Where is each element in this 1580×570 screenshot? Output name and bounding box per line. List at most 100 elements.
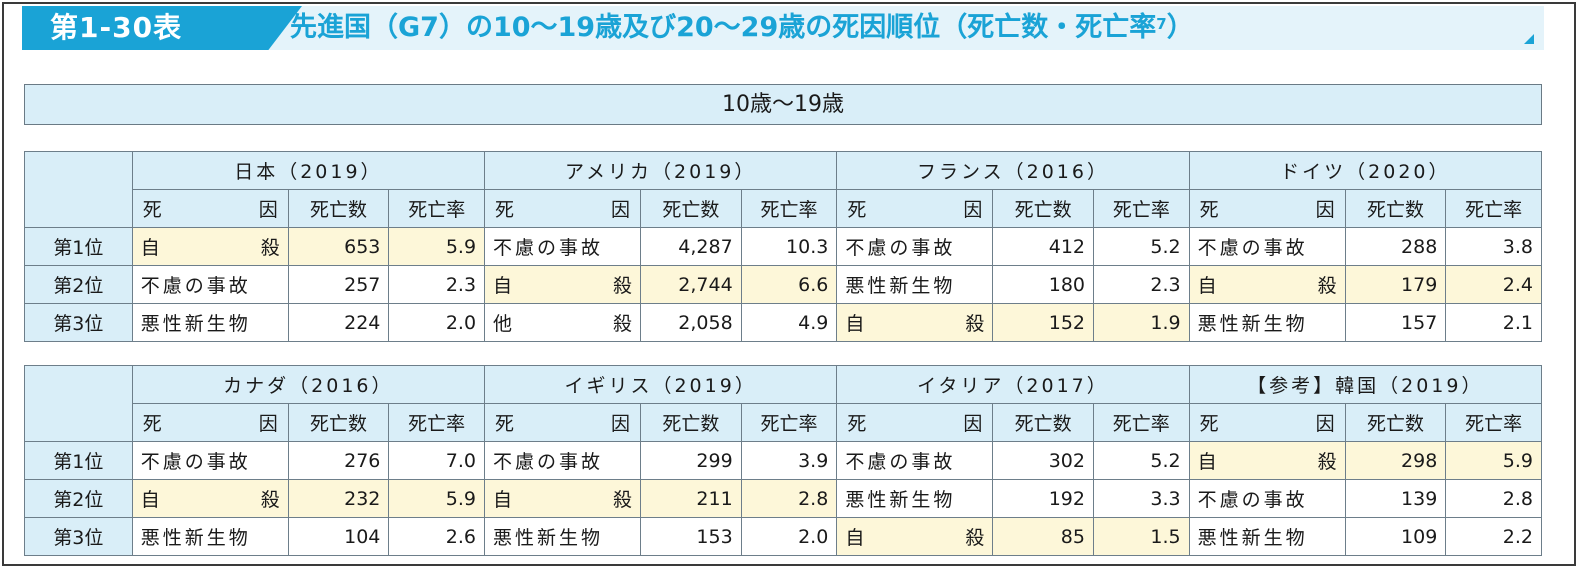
country-header: カナダ（2016） (131, 365, 486, 404)
country-header: イタリア（2017） (836, 365, 1190, 404)
deaths-cell: 224 (287, 303, 390, 342)
deaths-cell: 298 (1344, 441, 1447, 480)
rate-cell: 5.2 (1092, 441, 1190, 480)
rate-cell: 5.9 (1445, 441, 1542, 480)
cause-cell: 自殺 (836, 303, 994, 342)
rate-column-header: 死亡率 (388, 189, 486, 228)
rate-cell: 3.9 (740, 441, 838, 480)
deaths-cell: 653 (287, 227, 390, 266)
deaths-cell: 2,744 (640, 265, 742, 304)
rate-cell: 2.3 (1093, 265, 1190, 304)
table-number-badge: 第1-30表 (22, 6, 302, 50)
cause-label-part: 死 (1199, 413, 1219, 435)
corner-mark-icon (1524, 34, 1534, 44)
deaths-column-header: 死亡数 (1344, 189, 1447, 228)
deaths-column-header: 死亡数 (287, 403, 390, 442)
rank-label: 第1位 (24, 441, 133, 480)
rate-cell: 2.0 (388, 303, 486, 342)
cause-label-part: 因 (611, 199, 631, 221)
rate-column-header: 死亡率 (740, 189, 838, 228)
cause-cell: 不慮の事故 (1188, 227, 1346, 266)
deaths-cell: 2,058 (640, 303, 742, 342)
table-title: 先進国（G7）の10～19歳及び20～29歳の死因順位（死亡数・死亡率7） (290, 6, 1194, 50)
table-row: 第2位 不慮の事故 257 2.3 自殺 2,744 6.6 悪性新生物 180 2.3 自殺 179… (24, 265, 1542, 304)
cause-cell: 自殺 (131, 479, 289, 518)
cause-cell: 不慮の事故 (131, 265, 289, 304)
deaths-cell: 257 (287, 265, 390, 304)
table-title-end: ） (1166, 12, 1194, 43)
table-number: 第1-30表 (50, 11, 183, 44)
cause-column-header: 死因 (1188, 189, 1346, 228)
deaths-column-header: 死亡数 (992, 403, 1094, 442)
deaths-cell: 232 (287, 479, 390, 518)
cause-cell: 悪性新生物 (836, 479, 994, 518)
rate-cell: 6.6 (740, 265, 838, 304)
cause-label-part: 因 (1315, 413, 1335, 435)
deaths-cell: 192 (992, 479, 1094, 518)
cause-label-part: 死 (142, 413, 162, 435)
rate-cell: 3.3 (1092, 479, 1190, 518)
deaths-cell: 211 (640, 479, 742, 518)
death-cause-table-group1: 日本（2019） アメリカ（2019） フランス（2016） ドイツ（2020）死因死… (24, 151, 1543, 342)
deaths-cell: 412 (992, 227, 1094, 266)
cause-label-part: 因 (1315, 199, 1335, 221)
table-header: 第1-30表 先進国（G7）の10～19歳及び20～29歳の死因順位（死亡数・死… (22, 6, 1544, 50)
deaths-cell: 302 (992, 441, 1094, 480)
rate-column-header: 死亡率 (1093, 189, 1190, 228)
cause-label-part: 死 (847, 199, 867, 221)
cause-cell: 自殺 (1188, 265, 1346, 304)
cause-label-part: 因 (963, 413, 983, 435)
rate-column-header: 死亡率 (1445, 189, 1542, 228)
cause-cell: 不慮の事故 (131, 441, 289, 480)
cause-label-part: 因 (963, 199, 983, 221)
deaths-column-header: 死亡数 (640, 189, 742, 228)
rate-cell: 10.3 (740, 227, 838, 266)
cause-cell: 悪性新生物 (836, 265, 994, 304)
rate-cell: 5.9 (388, 479, 485, 518)
footnote-ref: 7 (1156, 15, 1167, 33)
rank-label: 第1位 (24, 227, 133, 266)
table-row: 第3位 悪性新生物 104 2.6 悪性新生物 153 2.0 自殺 85 1.5 悪性新生物 109… (24, 517, 1542, 556)
cause-cell: 悪性新生物 (131, 303, 289, 342)
cause-label-part: 因 (258, 413, 278, 435)
cause-column-header: 死因 (484, 189, 642, 228)
cause-cell: 不慮の事故 (1188, 479, 1346, 518)
rate-cell: 1.5 (1092, 517, 1190, 556)
deaths-column-header: 死亡数 (287, 189, 390, 228)
country-header: 【参考】韓国（2019） (1188, 365, 1543, 404)
rate-cell: 2.4 (1445, 265, 1542, 304)
cause-cell: 自殺 (484, 265, 642, 304)
cause-cell: 自殺 (1188, 441, 1346, 480)
table-title-text: 先進国（G7）の10～19歳及び20～29歳の死因順位（死亡数・死亡率 (290, 12, 1157, 43)
cause-cell: 他殺 (484, 303, 642, 342)
rate-cell: 5.9 (388, 227, 486, 266)
cause-column-header: 死因 (836, 189, 994, 228)
rate-column-header: 死亡率 (1092, 403, 1190, 442)
country-header: フランス（2016） (836, 151, 1190, 190)
table-row: 第2位自殺 232 5.9 自殺 211 2.8 悪性新生物 192 3.3 不慮の事故 139 2.… (24, 479, 1542, 518)
cause-cell: 不慮の事故 (484, 227, 642, 266)
age-band-label: 10歳～19歳 (24, 84, 1542, 125)
deaths-cell: 152 (992, 303, 1094, 342)
cause-cell: 悪性新生物 (1188, 303, 1346, 342)
cause-cell: 不慮の事故 (836, 227, 994, 266)
rate-cell: 2.6 (388, 517, 485, 556)
cause-cell: 不慮の事故 (836, 441, 994, 480)
deaths-column-header: 死亡数 (992, 189, 1094, 228)
cause-cell: 自殺 (836, 517, 994, 556)
rank-header-cell (24, 365, 133, 442)
cause-column-header: 死因 (131, 189, 289, 228)
rate-cell: 7.0 (388, 441, 485, 480)
deaths-cell: 157 (1344, 303, 1447, 342)
table-row: 第3位 悪性新生物 224 2.0 他殺 2,058 4.9 自殺 152 1.9 悪性新生物 157… (24, 303, 1542, 342)
rate-cell: 2.0 (740, 517, 838, 556)
rank-label: 第3位 (24, 517, 133, 556)
cause-cell: 不慮の事故 (483, 441, 642, 480)
rate-cell: 2.1 (1445, 303, 1542, 342)
rank-header-cell (24, 151, 133, 228)
deaths-column-header: 死亡数 (1344, 403, 1447, 442)
cause-cell: 悪性新生物 (1188, 517, 1346, 556)
rate-cell: 2.3 (388, 265, 486, 304)
cause-label-part: 死 (1199, 199, 1219, 221)
table-row: 第1位 不慮の事故 276 7.0 不慮の事故 299 3.9 不慮の事故 302 5.2 自殺 29… (24, 441, 1542, 480)
